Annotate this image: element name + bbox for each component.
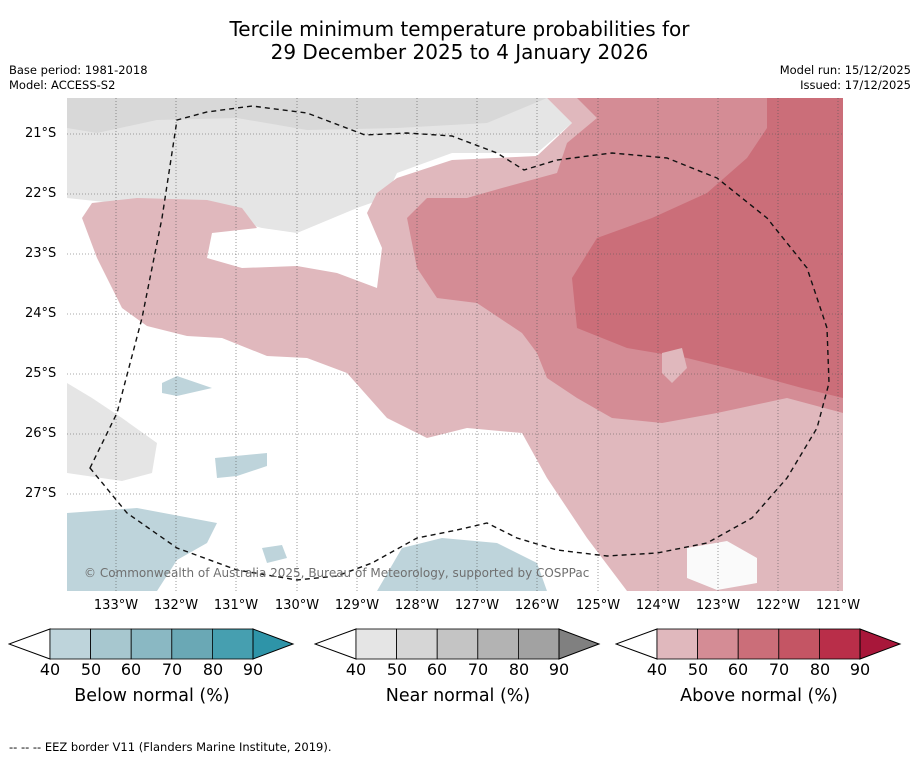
map-panel: © Commonwealth of Australia 2025, Bureau… [67, 98, 843, 591]
lon-label: 122°W [755, 598, 801, 613]
colorbar-extend-low [314, 628, 357, 660]
colorbar-extend-low [615, 628, 658, 660]
lat-label: 26°S [25, 426, 57, 441]
map-svg [67, 98, 843, 591]
model-run: Model run: 15/12/2025 [779, 63, 911, 77]
colorbar-tick: 90 [849, 660, 871, 679]
colorbar-segment [355, 628, 397, 660]
near-normal-darker-region [67, 98, 547, 133]
colorbar-segment [436, 628, 479, 660]
near-normal-region-north [67, 98, 572, 233]
lon-label: 123°W [695, 598, 741, 613]
lon-label: 127°W [454, 598, 500, 613]
colorbar-extend-high [859, 628, 902, 660]
colorbar-tick: 40 [646, 660, 668, 679]
colorbar-extend-high [558, 628, 601, 660]
lat-label: 21°S [25, 126, 57, 141]
colorbar-segment [697, 628, 739, 660]
below-normal-region-1 [162, 376, 212, 396]
colorbar-tick: 70 [467, 660, 489, 679]
colorbar-segment [130, 628, 173, 660]
lon-label: 121°W [815, 598, 861, 613]
lon-label: 130°W [274, 598, 320, 613]
colorbar-extend-low [8, 628, 51, 660]
lon-label: 131°W [213, 598, 259, 613]
colorbar-near [314, 628, 601, 660]
colorbar-segment [396, 628, 438, 660]
colorbar-tick: 90 [548, 660, 570, 679]
below-40-hole-east [687, 541, 757, 590]
gridlines [67, 98, 843, 591]
colorbar-above [615, 628, 902, 660]
below-normal-region-3 [67, 508, 217, 591]
colorbar-label-below: Below normal (%) [74, 686, 230, 706]
colorbar-extend-high [252, 628, 295, 660]
lon-label: 132°W [153, 598, 199, 613]
colorbar-label-near: Near normal (%) [385, 686, 531, 706]
colorbar-tick: 80 [809, 660, 831, 679]
colorbar-tick: 70 [161, 660, 183, 679]
lon-label: 124°W [635, 598, 681, 613]
colorbar-tick: 90 [242, 660, 264, 679]
model-name: Model: ACCESS-S2 [9, 78, 116, 92]
issued-date: Issued: 17/12/2025 [800, 78, 911, 92]
title-line-2: 29 December 2025 to 4 January 2026 [270, 40, 649, 64]
colorbar-tick: 40 [345, 660, 367, 679]
colorbar-tick: 50 [80, 660, 102, 679]
colorbar-tick: 50 [386, 660, 408, 679]
below-normal-region-2 [215, 453, 267, 478]
chart-title: Tercile minimum temperature probabilitie… [0, 18, 919, 64]
lat-label: 27°S [25, 486, 57, 501]
colorbar-segment [517, 628, 560, 660]
eez-legend-note: -- -- -- EEZ border V11 (Flanders Marine… [9, 740, 332, 754]
lon-label: 125°W [575, 598, 621, 613]
colorbar-below [8, 628, 295, 660]
lon-label: 129°W [334, 598, 380, 613]
colorbar-segment [477, 628, 519, 660]
colorbar-segment [211, 628, 254, 660]
colorbar-segment [49, 628, 91, 660]
lat-label: 24°S [25, 306, 57, 321]
copyright-text: © Commonwealth of Australia 2025, Bureau… [84, 566, 590, 580]
near-normal-region-southwest [67, 383, 157, 481]
colorbar-tick: 60 [120, 660, 142, 679]
above-normal-hole-small [662, 348, 687, 383]
meta-right: Model run: 15/12/2025 Issued: 17/12/2025 [780, 63, 911, 93]
lat-label: 25°S [25, 366, 57, 381]
colorbar-segment [656, 628, 698, 660]
below-normal-region-4 [262, 545, 287, 563]
lon-label: 126°W [514, 598, 560, 613]
colorbar-tick: 80 [202, 660, 224, 679]
meta-left: Base period: 1981-2018 Model: ACCESS-S2 [9, 63, 148, 93]
colorbar-tick: 80 [508, 660, 530, 679]
lon-label: 133°W [93, 598, 139, 613]
lat-label: 22°S [25, 186, 57, 201]
colorbar-tick: 60 [727, 660, 749, 679]
title-line-1: Tercile minimum temperature probabilitie… [229, 17, 690, 41]
colorbar-tick: 40 [39, 660, 61, 679]
colorbar-tick: 70 [768, 660, 790, 679]
colorbar-label-above: Above normal (%) [680, 686, 838, 706]
above-normal-60-70-region [572, 98, 843, 398]
lon-label: 128°W [394, 598, 440, 613]
below-normal-region-5 [377, 538, 547, 591]
base-period: Base period: 1981-2018 [9, 63, 148, 77]
colorbar-segment [90, 628, 132, 660]
colorbar-segment [737, 628, 780, 660]
colorbar-segment [778, 628, 820, 660]
colorbar-tick: 60 [426, 660, 448, 679]
colorbar-tick: 50 [687, 660, 709, 679]
colorbar-segment [818, 628, 861, 660]
colorbar-segment [171, 628, 213, 660]
lat-label: 23°S [25, 246, 57, 261]
